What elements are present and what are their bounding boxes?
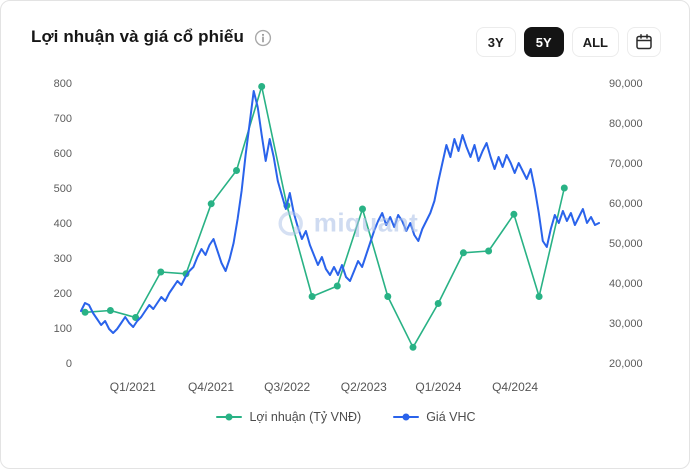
x-axis-tick: Q1/2021 <box>110 380 156 394</box>
profit-marker <box>207 200 215 208</box>
range-button-3y[interactable]: 3Y <box>475 27 516 57</box>
right-axis-tick: 80,000 <box>609 118 643 130</box>
left-axis-tick: 300 <box>54 253 72 265</box>
legend-marker-price <box>393 412 420 422</box>
right-axis-tick: 60,000 <box>609 198 643 210</box>
x-axis-tick: Q4/2024 <box>492 380 538 394</box>
profit-marker <box>308 293 316 300</box>
chart-svg[interactable]: 0 100 200 300 400 500 600 700 800 20,000 30,000 40,… <box>31 73 661 403</box>
profit-marker <box>384 293 392 300</box>
left-axis-tick: 200 <box>54 288 72 300</box>
profit-marker <box>333 282 341 290</box>
left-axis-tick: 100 <box>54 323 72 335</box>
price-line <box>80 90 600 334</box>
profit-marker <box>233 167 240 174</box>
left-axis-tick: 0 <box>66 358 72 370</box>
profit-marker <box>409 343 417 351</box>
profit-marker <box>510 210 518 218</box>
profit-line <box>84 85 566 349</box>
legend-item-price[interactable]: Giá VHC <box>393 410 476 424</box>
calendar-button[interactable] <box>627 27 661 57</box>
chart-title: Lợi nhuận và giá cổ phiếu <box>31 27 244 46</box>
right-axis-tick: 20,000 <box>609 358 643 370</box>
calendar-icon <box>636 34 652 50</box>
left-axis-tick: 700 <box>54 113 72 125</box>
profit-marker <box>81 308 89 316</box>
profit-marker <box>106 307 114 314</box>
x-axis-tick: Q1/2024 <box>415 380 461 394</box>
range-button-all[interactable]: ALL <box>571 27 619 57</box>
left-axis-tick: 600 <box>54 148 72 160</box>
chart-header: Lợi nhuận và giá cổ phiếu 3Y 5Y ALL <box>31 27 661 57</box>
legend-marker-profit <box>216 412 243 422</box>
chart-area: 0 100 200 300 400 500 600 700 800 20,000 30,000 40,… <box>31 73 661 408</box>
profit-marker <box>132 314 140 321</box>
info-icon[interactable] <box>254 29 272 47</box>
right-axis-tick: 70,000 <box>609 158 643 170</box>
right-axis-tick: 50,000 <box>609 238 643 250</box>
legend-label-price: Giá VHC <box>426 410 476 424</box>
profit-marker <box>560 184 568 192</box>
right-axis-tick: 40,000 <box>609 278 643 290</box>
legend-item-profit[interactable]: Lợi nhuận (Tỷ VNĐ) <box>216 410 361 424</box>
profit-marker <box>459 249 467 257</box>
right-axis-tick: 30,000 <box>609 318 643 330</box>
range-button-5y[interactable]: 5Y <box>523 27 564 57</box>
profit-marker <box>434 300 442 307</box>
legend-label-profit: Lợi nhuận (Tỷ VNĐ) <box>249 410 362 424</box>
x-axis-tick: Q3/2022 <box>264 380 310 394</box>
profit-marker <box>485 247 493 255</box>
profit-marker <box>258 83 266 90</box>
profit-marker <box>535 293 543 300</box>
chart-legend: Lợi nhuận (Tỷ VNĐ) Giá VHC <box>31 410 661 424</box>
right-axis-tick: 90,000 <box>609 78 643 90</box>
x-axis-tick: Q4/2021 <box>188 380 234 394</box>
range-controls: 3Y 5Y ALL <box>475 27 661 57</box>
profit-marker <box>157 268 165 276</box>
left-axis-tick: 500 <box>54 183 72 195</box>
left-axis-tick: 800 <box>54 78 72 90</box>
profit-marker <box>359 205 366 213</box>
x-axis-tick: Q2/2023 <box>341 380 387 394</box>
left-axis-tick: 400 <box>54 218 72 230</box>
